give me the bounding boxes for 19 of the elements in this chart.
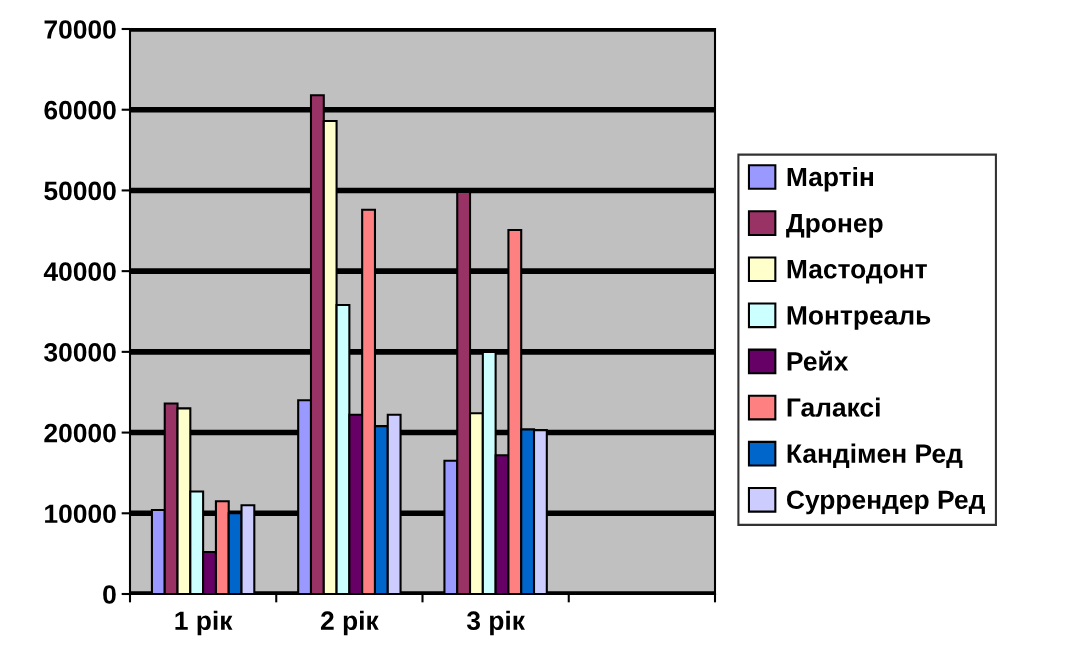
legend-label: Рейх	[787, 350, 849, 371]
legend-label: Дронер	[786, 213, 883, 238]
x-tick-label: 1 рік	[175, 610, 233, 636]
y-tick-label: 10000	[45, 504, 116, 524]
legend-label: Кандімен Ред	[787, 443, 963, 468]
y-tick-label: 60000	[44, 100, 116, 120]
legend-label: Мартін	[787, 166, 873, 192]
y-tick-label: 0	[103, 585, 116, 604]
legend-label: Суррендер Ред	[786, 490, 985, 515]
y-tick-label: 30000	[44, 342, 116, 362]
y-tick-label: 50000	[44, 181, 116, 201]
legend-label: Галаксі	[787, 397, 880, 417]
y-tick-label: 20000	[44, 423, 116, 443]
legend-label: Монтреаль	[787, 306, 931, 330]
y-tick-label: 70000	[44, 20, 116, 39]
x-tick-label: 3 рік	[466, 610, 525, 636]
legend-label: Мастодонт	[787, 260, 927, 284]
y-tick-label: 40000	[43, 262, 116, 281]
x-tick-label: 2 рік	[320, 610, 379, 636]
